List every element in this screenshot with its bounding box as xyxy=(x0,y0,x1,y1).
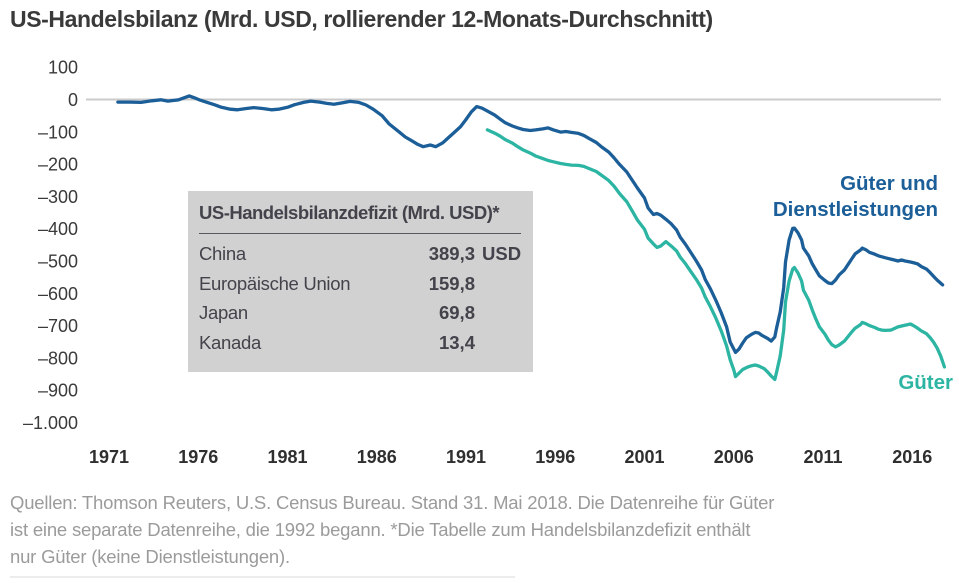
table-divider xyxy=(199,233,521,234)
legend-label-goods-and-services: Dienstleistungen xyxy=(773,198,938,221)
source-note-line: ist eine separate Datenreihe, die 1992 b… xyxy=(10,519,751,540)
bottom-divider xyxy=(10,576,515,578)
table-row-unit: USD xyxy=(482,243,522,264)
x-tick-label: 1996 xyxy=(535,447,575,467)
legend-label-goods: Güter xyxy=(898,371,953,394)
source-note: Quellen: Thomson Reuters, U.S. Census Bu… xyxy=(10,489,958,570)
series-line-goods xyxy=(485,128,947,382)
table-row-value: 69,8 xyxy=(438,302,475,323)
source-note-line: Quellen: Thomson Reuters, U.S. Census Bu… xyxy=(10,492,775,513)
y-tick-label: –100 xyxy=(38,122,78,142)
y-tick-label: –300 xyxy=(38,187,78,207)
y-tick-label: –800 xyxy=(38,348,78,368)
table-row-label: Kanada xyxy=(199,331,261,353)
x-tick-label: 1976 xyxy=(178,447,218,467)
page-title: US-Handelsbilanz (Mrd. USD, rollierender… xyxy=(10,6,713,32)
legend-label-goods-and-services: Güter und xyxy=(840,172,938,195)
x-tick-label: 2006 xyxy=(714,447,754,467)
x-tick-label: 1991 xyxy=(446,447,486,467)
deficit-table-title: US-Handelsbilanzdefizit (Mrd. USD)* xyxy=(199,202,500,223)
y-tick-label: –1.000 xyxy=(23,413,78,433)
table-rows: China 389,3 USD Europäische Union 159,8 Japan… xyxy=(199,239,521,357)
table-row-label: China xyxy=(199,243,246,264)
y-tick-label: –900 xyxy=(38,381,78,401)
table-row-label: Europäische Union xyxy=(199,272,351,294)
x-tick-label: 1986 xyxy=(357,447,397,467)
table-row: Kanada 13,4 xyxy=(199,328,521,358)
deficit-table: US-Handelsbilanzdefizit (Mrd. USD)* Chin… xyxy=(188,191,533,372)
y-tick-label: –200 xyxy=(38,155,78,175)
table-row: Europäische Union 159,8 xyxy=(199,269,521,299)
table-row: Japan 69,8 xyxy=(199,298,521,328)
series-line-goods-and-services xyxy=(116,94,945,355)
x-tick-label: 1981 xyxy=(267,447,307,467)
y-tick-label: 0 xyxy=(68,90,78,110)
table-row-value: 13,4 xyxy=(438,331,475,353)
y-tick-label: 100 xyxy=(48,58,78,78)
x-tick-label: 2001 xyxy=(624,447,664,467)
y-tick-label: –500 xyxy=(38,252,78,272)
x-tick-label: 2011 xyxy=(803,447,842,467)
y-tick-label: –400 xyxy=(38,219,78,239)
table-row-label: Japan xyxy=(199,302,248,323)
table-row: China 389,3 USD xyxy=(199,239,521,269)
source-note-line: nur Güter (keine Dienstleistungen). xyxy=(10,546,290,567)
x-tick-label: 1971 xyxy=(89,447,129,467)
x-tick-label: 2016 xyxy=(892,447,932,467)
chart-canvas: 100 0 –100 –200 –300 –400 –500 –600 –700 –800 –900… xyxy=(23,58,953,467)
table-row-value: 159,8 xyxy=(428,272,475,294)
y-tick-label: –700 xyxy=(38,316,78,336)
table-row-value: 389,3 xyxy=(428,243,475,264)
y-tick-label: –600 xyxy=(38,284,78,304)
